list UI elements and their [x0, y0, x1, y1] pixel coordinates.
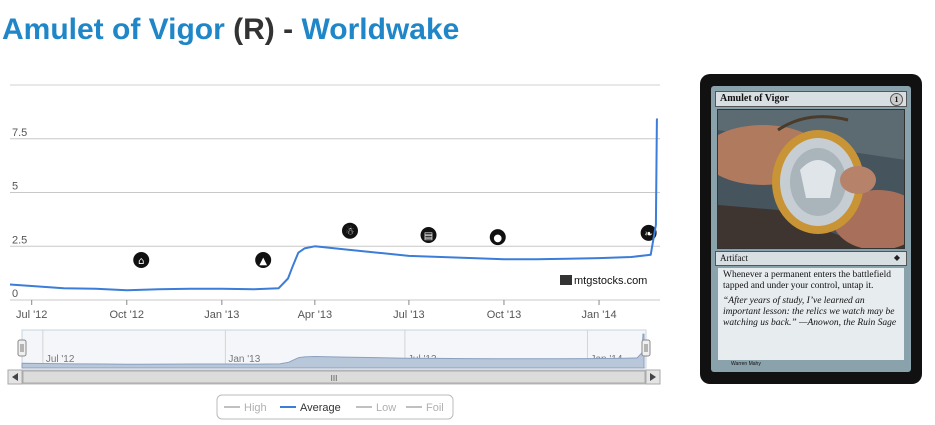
y-tick-label: 0 [12, 288, 18, 300]
mtgstocks-watermark: mtgstocks.com [560, 275, 647, 287]
y-axis: 0 2.5 5 7.5 [12, 127, 27, 300]
card-artist: Warren Mahy [731, 361, 761, 367]
card-title-bar: Amulet of Vigor 1 [715, 91, 907, 107]
card-image: Amulet of Vigor 1 Artifact ◆ When [700, 74, 922, 384]
scrollbar-thumb[interactable] [22, 370, 646, 384]
y-tick-label: 7.5 [12, 127, 27, 139]
card-type-text: Artifact [720, 253, 748, 263]
mana-cost-icon: 1 [890, 93, 903, 106]
x-tick-label: Jul '13 [393, 309, 424, 321]
set-symbol-shape [255, 252, 272, 268]
set-name-link[interactable]: Worldwake [301, 13, 460, 46]
navigator-area [21, 333, 645, 369]
legend-item-average[interactable]: Average [280, 402, 341, 414]
set-symbol-shape [133, 252, 150, 268]
card-type-line: Artifact ◆ [715, 251, 907, 266]
set-symbol-icon: ▤ [420, 227, 437, 243]
set-symbol-glyph: ▤ [424, 231, 433, 242]
set-symbol-glyph: ❧ [644, 229, 652, 240]
chart-grid [10, 84, 660, 301]
set-symbol-glyph: ⌂ [138, 256, 144, 267]
set-symbol-shape [420, 227, 437, 243]
set-symbol-shape [489, 229, 506, 246]
navigator-handle-right[interactable] [641, 339, 651, 357]
legend-label: High [244, 402, 267, 414]
set-symbol-shape [640, 224, 657, 241]
price-chart[interactable]: 02.557.5 Jul '12 Oct '12 Jan '13 Apr '13 Jul… [0, 70, 670, 425]
card-name-link[interactable]: Amulet of Vigor [2, 13, 225, 46]
mtgstocks-logo-icon [560, 275, 572, 285]
navigator-tick-label: Jul '12 [46, 354, 75, 365]
card-image-name: Amulet of Vigor [720, 93, 789, 104]
scroll-right-button[interactable] [645, 369, 661, 385]
rarity-label: (R) [233, 13, 275, 46]
navigator-handle-left[interactable] [17, 339, 27, 357]
set-release-markers: ⌂ ▲ ☃ ▤ ● ❧ [133, 222, 657, 268]
set-symbol-glyph: ☃ [345, 225, 354, 238]
x-tick-label: Jul '12 [16, 309, 47, 321]
chart-scrollbar[interactable]: III [7, 369, 661, 385]
x-tick-label: Jan '13 [204, 309, 239, 321]
set-symbol-icon: ☃ [341, 222, 358, 239]
card-flavor-text: “After years of study, I’ve learned an i… [723, 296, 897, 328]
watermark-text: mtgstocks.com [574, 275, 647, 287]
handle-shape [17, 339, 27, 357]
series-average [9, 118, 658, 292]
x-axis: Jul '12 Oct '12 Jan '13 Apr '13 Jul '13 Oct '… [16, 300, 617, 321]
page-title: Amulet of Vigor (R) - Worldwake [2, 10, 459, 50]
navigator-tick-label: Jan '13 [228, 354, 260, 365]
set-symbol-icon: ▲ [255, 252, 272, 268]
handle-shape [641, 339, 651, 357]
card-artwork [717, 109, 905, 249]
legend-item-high[interactable]: High [224, 402, 267, 414]
card-rules-text: Whenever a permanent enters the battlefi… [723, 270, 892, 291]
legend-box [216, 394, 454, 420]
y-tick-label: 2.5 [12, 234, 27, 246]
legend-label: Average [300, 402, 341, 414]
series-line-average [9, 118, 658, 292]
x-tick-label: Oct '13 [487, 309, 522, 321]
title-separator: - [283, 13, 294, 46]
card-frame: Amulet of Vigor 1 Artifact ◆ When [711, 86, 911, 372]
card-text-box: Whenever a permanent enters the battlefi… [718, 268, 904, 360]
set-symbol-icon: ❧ [640, 224, 657, 241]
legend-label: Low [376, 402, 396, 414]
x-tick-label: Apr '13 [298, 309, 333, 321]
set-symbol-glyph: ● [493, 233, 502, 244]
set-symbol-icon: ● [489, 229, 506, 246]
set-symbol-glyph: ▲ [259, 256, 267, 267]
x-tick-label: Jan '14 [581, 309, 616, 321]
set-symbol-icon: ⌂ [133, 252, 150, 268]
legend-item-foil[interactable]: Foil [406, 402, 444, 414]
chevron-right-icon [650, 373, 656, 381]
scroll-left-button[interactable] [7, 369, 23, 385]
y-tick-label: 5 [12, 181, 18, 193]
legend-label: Foil [426, 402, 444, 414]
set-symbol-icon: ◆ [893, 253, 901, 262]
legend-item-low[interactable]: Low [356, 402, 396, 414]
chart-legend: High Average Low Foil [216, 394, 454, 420]
scrollbar-grip: III [331, 374, 338, 383]
x-tick-label: Oct '12 [110, 309, 145, 321]
set-symbol-shape [341, 222, 358, 239]
chevron-left-icon [12, 373, 18, 381]
